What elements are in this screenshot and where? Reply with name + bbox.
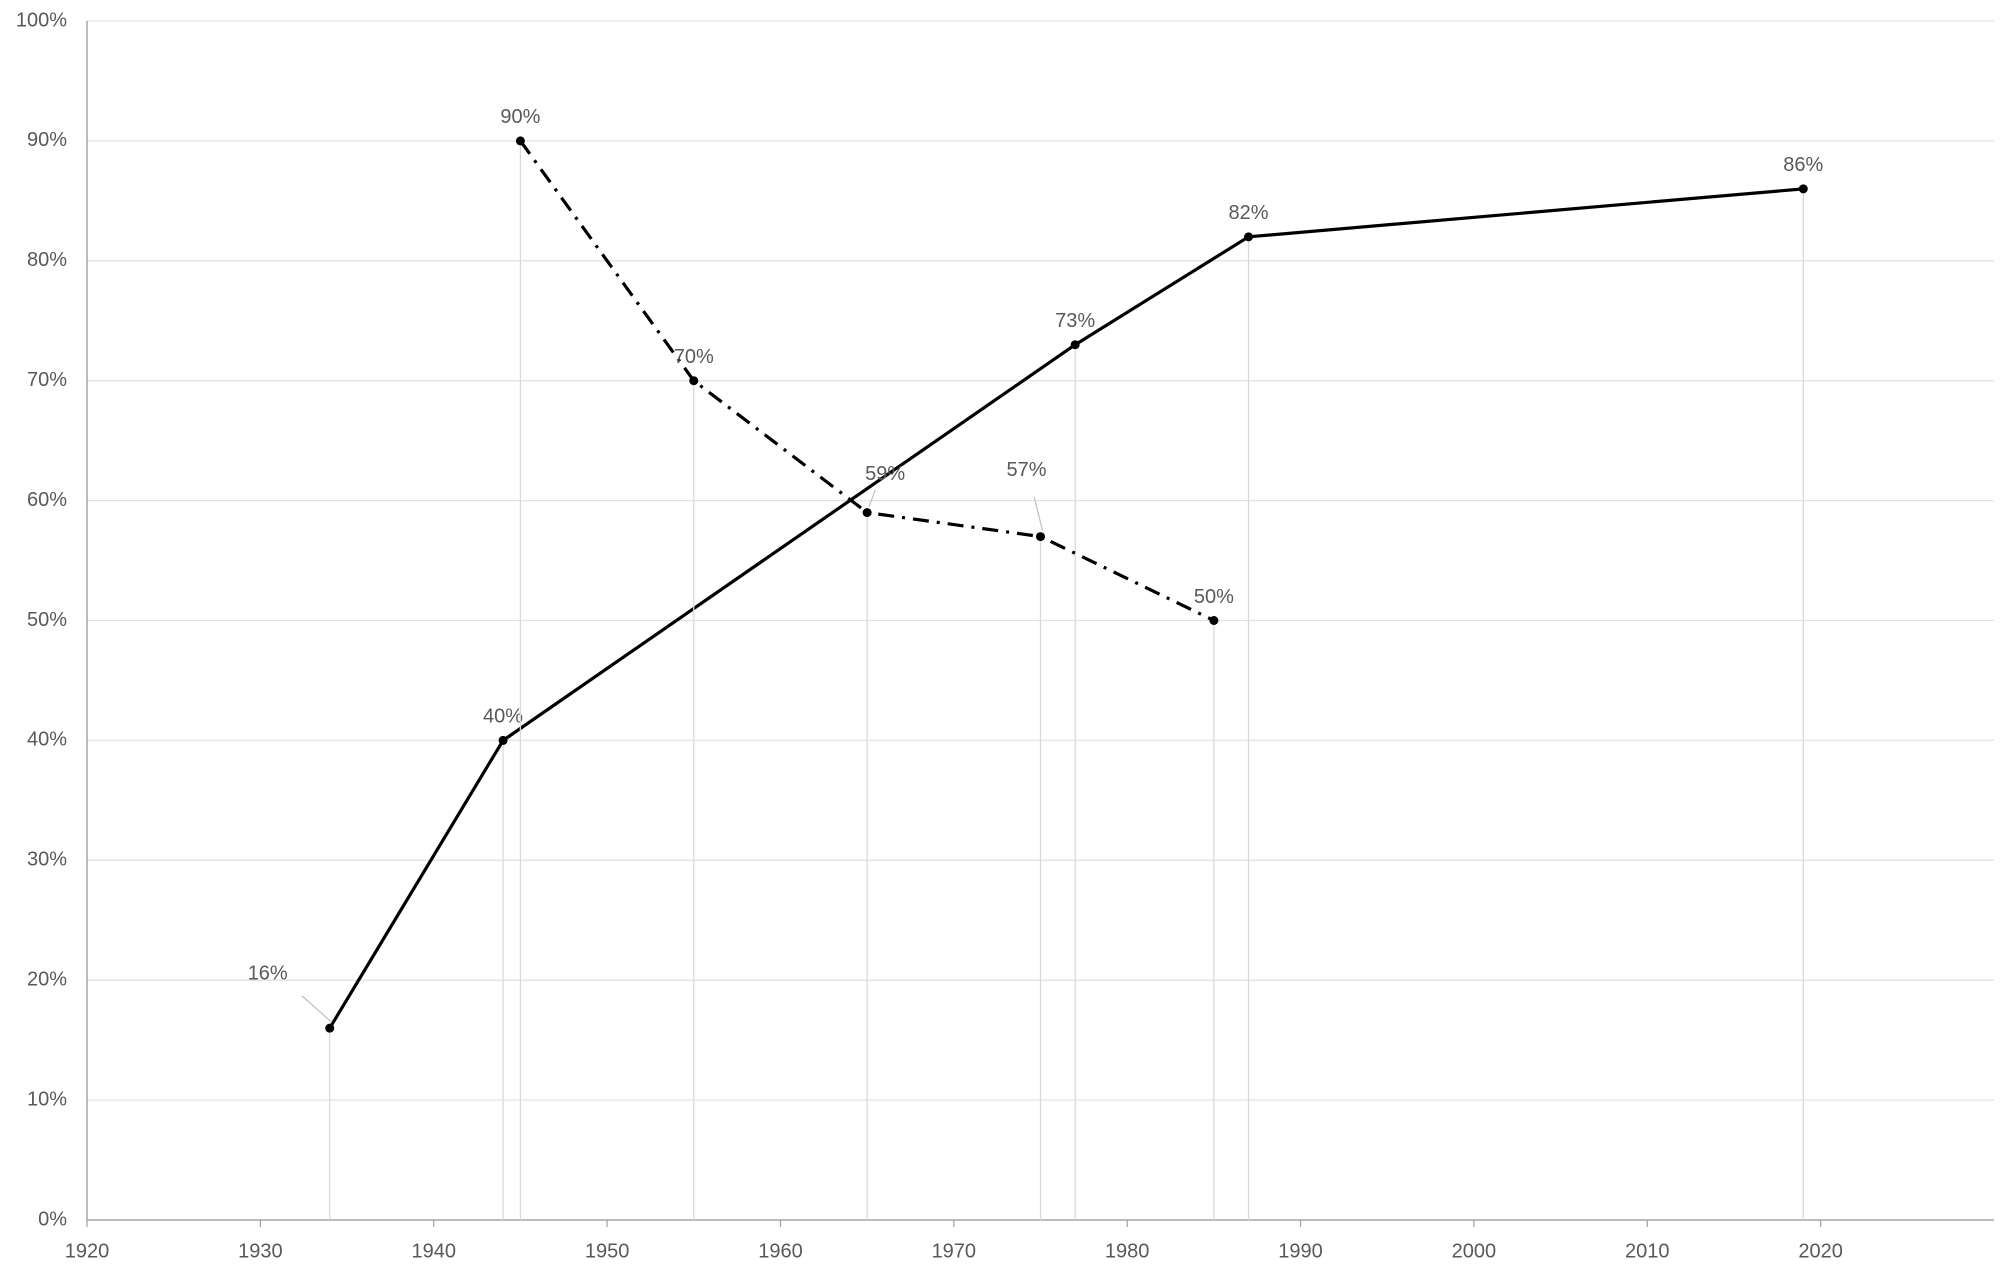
- data-label: 16%: [248, 962, 288, 984]
- y-tick-label: 20%: [27, 968, 67, 990]
- point: [325, 1023, 335, 1033]
- data-label: 73%: [1055, 310, 1095, 332]
- data-label: 70%: [674, 346, 714, 368]
- y-tick-label: 0%: [38, 1208, 67, 1230]
- data-label: 50%: [1194, 586, 1234, 608]
- x-tick-label: 2010: [1625, 1240, 1670, 1262]
- y-tick-label: 70%: [27, 369, 67, 391]
- data-label: 82%: [1229, 202, 1269, 224]
- x-tick-label: 1990: [1278, 1240, 1323, 1262]
- data-label: 40%: [483, 706, 523, 728]
- point: [515, 136, 525, 146]
- y-tick-label: 40%: [27, 729, 67, 751]
- y-tick-label: 100%: [16, 9, 67, 31]
- x-tick-label: 1950: [585, 1240, 630, 1262]
- point: [1244, 232, 1254, 242]
- y-tick-label: 60%: [27, 489, 67, 511]
- point: [1036, 532, 1045, 542]
- x-tick-label: 1980: [1105, 1240, 1150, 1262]
- point: [862, 508, 872, 518]
- x-tick-label: 1960: [758, 1240, 803, 1262]
- y-tick-label: 50%: [27, 609, 67, 631]
- y-tick-label: 80%: [27, 249, 67, 271]
- x-tick-label: 1930: [238, 1240, 283, 1262]
- point: [1798, 184, 1808, 194]
- x-tick-label: 1970: [932, 1240, 977, 1262]
- x-tick-label: 2020: [1798, 1240, 1843, 1262]
- y-tick-label: 10%: [27, 1088, 67, 1110]
- leader-line: [868, 489, 876, 507]
- x-tick-label: 1920: [65, 1240, 110, 1262]
- leader-line: [1033, 496, 1044, 531]
- point: [498, 735, 508, 745]
- y-tick-label: 30%: [27, 849, 67, 871]
- y-tick-label: 90%: [27, 129, 67, 151]
- point: [1070, 340, 1080, 350]
- point: [689, 376, 699, 386]
- leader-line: [301, 995, 333, 1023]
- x-tick-label: 1940: [411, 1240, 456, 1262]
- point: [1209, 616, 1219, 625]
- x-tick-label: 2000: [1452, 1240, 1497, 1262]
- data-label: 90%: [500, 106, 540, 128]
- data-label: 86%: [1783, 154, 1823, 176]
- data-label: 57%: [1006, 459, 1046, 481]
- data-label: 59%: [865, 463, 905, 485]
